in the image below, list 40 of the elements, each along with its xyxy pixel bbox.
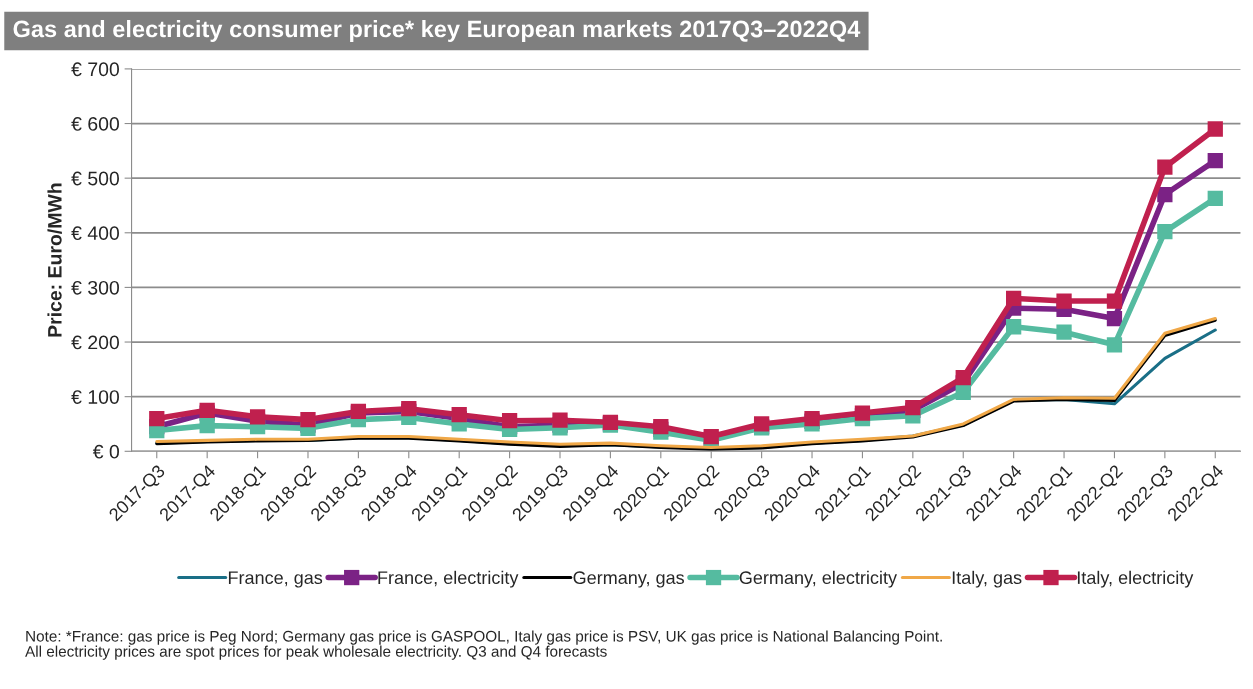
point <box>199 417 215 434</box>
y-tick-label: € 600 <box>71 117 119 131</box>
point <box>955 384 971 400</box>
point <box>1006 290 1022 306</box>
point <box>1207 190 1223 207</box>
legend-label: Italy, gas <box>952 570 1022 588</box>
point <box>1207 153 1223 169</box>
point <box>552 412 568 428</box>
legend-label: Italy, electricity <box>1077 570 1194 588</box>
text: Note: *France: gas price is Peg Nord; Germany gas price is GASPOOL, Italy gas price is PSV, UK gas price is National Balancing Point. <box>26 630 942 645</box>
point <box>1207 121 1223 137</box>
point <box>1157 159 1173 175</box>
point <box>1106 293 1123 309</box>
y-tick-label: € 0 <box>92 444 119 459</box>
y-tick-label: € 200 <box>71 335 119 350</box>
point <box>1106 337 1123 353</box>
legend-label: France, electricity <box>378 570 519 588</box>
point <box>501 413 518 429</box>
y-tick-label: € 100 <box>71 390 119 404</box>
legend-label: France, gas <box>228 571 323 588</box>
point <box>1157 186 1173 203</box>
y-tick-label: € 500 <box>71 171 119 186</box>
text: All electricity prices are spot prices for peak wholesale electricity. Q3 and Q4 forecasts <box>25 645 607 660</box>
chart-title: Gas and electricity consumer price* key European markets 2017Q3–2022Q4 <box>13 20 861 43</box>
legend-label: Germany, gas <box>573 571 685 588</box>
point <box>300 411 316 428</box>
y-axis-title: Price: Euro/MWh <box>47 183 62 337</box>
y-tick-label: € 400 <box>71 226 119 241</box>
point <box>1056 293 1072 309</box>
y-tick-label: € 700 <box>71 62 119 77</box>
point <box>1006 319 1022 335</box>
y-tick-label: € 300 <box>71 280 119 295</box>
point <box>955 369 971 386</box>
point <box>1056 324 1072 340</box>
point <box>1106 310 1123 327</box>
point <box>451 407 467 423</box>
point <box>1157 224 1173 240</box>
point <box>149 410 165 427</box>
point <box>249 409 266 425</box>
legend-label: Germany, electricity <box>739 570 897 588</box>
